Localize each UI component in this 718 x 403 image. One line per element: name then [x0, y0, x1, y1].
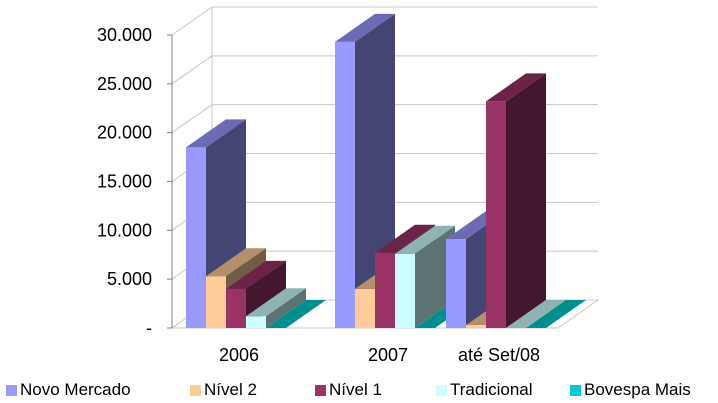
bar-top — [375, 224, 435, 253]
bar-top — [246, 288, 306, 317]
bar-front — [395, 253, 415, 328]
bar-front — [355, 288, 375, 328]
bar-side — [415, 225, 455, 328]
bar-top — [335, 13, 395, 42]
bar — [395, 225, 455, 328]
bars — [186, 13, 586, 328]
y-tick-label: 10.000 — [97, 220, 152, 240]
legend-item: Tradicional — [436, 378, 533, 402]
y-axis: - 5.000 10.000 15.000 20.000 25.000 30.000 — [97, 25, 173, 338]
bar — [266, 300, 326, 328]
bar-front — [335, 41, 355, 328]
bar-side — [266, 288, 306, 328]
x-category-label: 2007 — [368, 345, 408, 365]
legend-swatch — [315, 384, 326, 396]
y-tick-label: 30.000 — [97, 25, 152, 45]
y-tick-label: 20.000 — [97, 123, 152, 143]
legend-swatch — [6, 384, 17, 396]
y-tick-label: 5.000 — [107, 269, 152, 289]
bar — [246, 288, 306, 328]
legend-swatch — [570, 384, 581, 396]
legend-label: Bovespa Mais — [584, 380, 691, 399]
legend-label: Nível 2 — [204, 380, 257, 399]
gridline-side — [171, 6, 213, 36]
x-category-label: 2006 — [219, 345, 259, 365]
legend-item: Bovespa Mais — [570, 378, 691, 402]
y-tick-label: 25.000 — [97, 74, 152, 94]
legend-swatch — [190, 384, 201, 396]
bar — [526, 300, 586, 328]
bar-front — [375, 252, 395, 328]
legend-label: Tradicional — [450, 380, 533, 399]
bar-top — [526, 300, 586, 328]
gridline-side — [171, 55, 213, 85]
bar-front — [446, 239, 466, 328]
gridline-side — [171, 104, 213, 134]
legend-item: Novo Mercado — [6, 378, 131, 402]
bar-front — [246, 316, 266, 328]
bar-front — [466, 325, 486, 328]
bar-front — [186, 147, 206, 328]
bar-top — [226, 260, 286, 289]
bar-top — [486, 73, 546, 102]
bar — [506, 300, 566, 328]
legend-label: Nível 1 — [329, 380, 382, 399]
legend: Novo Mercado Nível 2 Nível 1 Tradicional Bov… — [0, 378, 718, 403]
legend-swatch — [436, 384, 447, 396]
y-tick-label: 15.000 — [97, 172, 152, 192]
y-tick-label: - — [146, 318, 152, 338]
bar-top — [395, 225, 455, 254]
bar-top — [266, 300, 326, 328]
bar-top — [186, 119, 246, 148]
bar-front — [226, 288, 246, 328]
category-labels: 2006 2007 até Set/08 — [219, 345, 540, 365]
legend-item: Nível 1 — [315, 378, 382, 402]
bar-front — [206, 276, 226, 328]
bar-top — [206, 248, 266, 277]
x-category-label: até Set/08 — [458, 345, 540, 365]
bar-top — [506, 300, 566, 328]
bar-front — [486, 101, 506, 328]
legend-label: Novo Mercado — [20, 380, 131, 399]
bar-side — [506, 73, 546, 328]
legend-item: Nível 2 — [190, 378, 257, 402]
bar — [486, 73, 546, 328]
